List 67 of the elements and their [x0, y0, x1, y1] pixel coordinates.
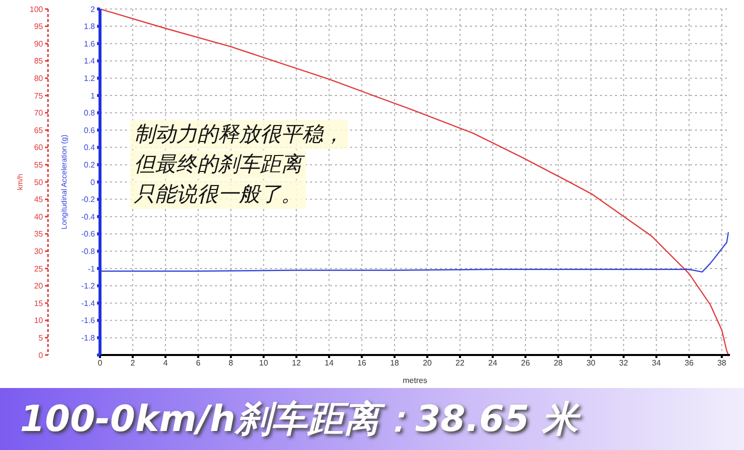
y-tick-label: 0.2 [84, 160, 96, 170]
y2-tick-label: 65 [34, 126, 44, 135]
y-tick-label: 1.4 [84, 56, 96, 66]
y-tick-label: 1.6 [84, 39, 96, 48]
x-tick-label: 28 [554, 358, 564, 368]
y2-tick-label: 80 [34, 74, 44, 84]
y2-tick-label: 25 [34, 264, 44, 274]
x-tick-label: 12 [292, 358, 302, 368]
y2-tick-label: 5 [38, 334, 44, 343]
y-tick-label: -1.8 [81, 334, 96, 343]
x-tick-label: 22 [456, 358, 465, 368]
y2-tick-label: 30 [34, 247, 44, 256]
x-tick-label: 14 [324, 358, 334, 368]
x-tick-label: 38 [717, 358, 727, 368]
x-tick-label: 4 [163, 358, 168, 368]
y2-tick-label: 55 [34, 160, 44, 170]
y2-tick-label: 35 [34, 230, 44, 239]
x-tick-label: 34 [652, 358, 662, 368]
y2-tick-label: 10 [34, 316, 44, 326]
y-tick-label: 1 [90, 91, 96, 100]
y-tick-label: -0.4 [81, 212, 96, 222]
x-axis-title: metres [402, 376, 428, 385]
line-series [100, 232, 729, 273]
y-tick-label: -0.8 [81, 247, 96, 256]
y-tick-label: 0 [90, 178, 96, 187]
x-tick-label: 16 [357, 358, 367, 368]
x-tick-label: 32 [619, 358, 629, 368]
y-tick-label: 2 [90, 4, 96, 14]
y-tick-label: -1 [88, 264, 96, 274]
x-tick-label: 2 [130, 358, 136, 368]
y2-tick-label: 85 [34, 56, 44, 66]
y-tick-label: 1.2 [84, 74, 96, 84]
x-tick-label: 30 [586, 358, 596, 368]
annotation: 但最终的刹车距离 [130, 150, 306, 179]
y-tick-label: -1.2 [81, 282, 96, 291]
y2-tick-label: 0 [38, 350, 44, 360]
x-tick-label: 0 [98, 358, 103, 368]
x-tick-label: 18 [390, 358, 400, 368]
x-tick-label: 24 [488, 358, 498, 368]
x-tick-label: 8 [228, 358, 234, 368]
line-series [100, 9, 729, 355]
y2-tick-label: 60 [34, 143, 44, 152]
y2-tick-label: 95 [34, 22, 44, 32]
y-tick-label: 0.8 [84, 108, 96, 118]
y2-tick-label: 100 [30, 4, 44, 14]
y2-tick-label: 40 [34, 212, 44, 222]
y2-tick-label: 50 [34, 178, 44, 187]
x-tick-label: 6 [196, 358, 201, 368]
y-tick-label: -0.2 [81, 195, 96, 204]
y2-tick-label: 75 [34, 91, 44, 100]
y2-tick-label: 20 [34, 282, 44, 291]
y2-tick-label: 45 [34, 195, 44, 204]
x-tick-label: 20 [422, 358, 432, 368]
y-tick-label: 0.4 [84, 143, 96, 152]
y2-tick-label: 15 [34, 298, 44, 308]
x-tick-label: 36 [684, 358, 694, 368]
x-tick-label: 26 [521, 358, 530, 368]
y2-tick-label: 90 [34, 39, 44, 48]
y-tick-label: 0.6 [84, 126, 96, 135]
y-tick-label: -0.6 [81, 230, 96, 239]
y-tick-label: -1.6 [81, 316, 96, 326]
annotation: 只能说很一般了。 [130, 180, 306, 209]
y2-tick-label: 70 [34, 108, 44, 118]
annotation: 制动力的释放很平稳， [130, 120, 348, 149]
y-tick-label: -1.4 [81, 298, 96, 308]
x-tick-label: 10 [259, 358, 269, 368]
y-tick-label: 1.8 [84, 22, 96, 32]
